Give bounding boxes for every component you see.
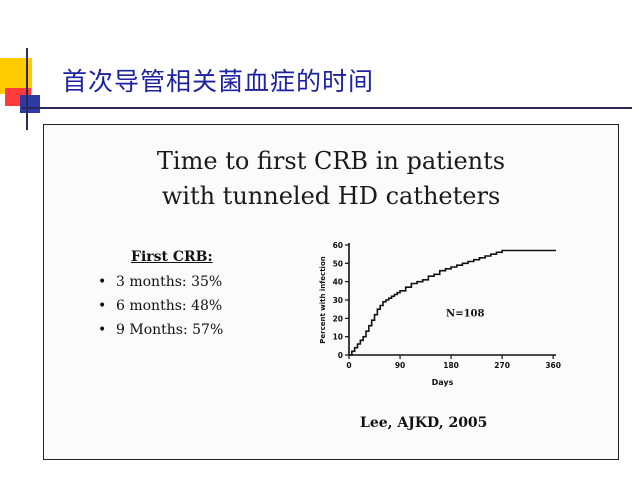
chart-series bbox=[348, 249, 557, 356]
x-axis-label: Days bbox=[432, 378, 454, 387]
series-line bbox=[349, 249, 556, 356]
crb-item: • 6 months: 48% bbox=[98, 298, 223, 314]
crb-item-text: 6 months: 48% bbox=[116, 298, 223, 314]
y-tick-label: 20 bbox=[333, 314, 343, 323]
y-tick-label: 0 bbox=[338, 351, 343, 360]
x-tick-label: 360 bbox=[545, 361, 561, 370]
decor-blue-square bbox=[20, 95, 40, 113]
crb-item-text: 9 Months: 57% bbox=[116, 322, 224, 338]
citation: Lee, AJKD, 2005 bbox=[360, 415, 488, 431]
crb-item-text: 3 months: 35% bbox=[116, 274, 223, 290]
figure-panel: Time to first CRB in patients with tunne… bbox=[43, 124, 619, 460]
decor-vertical-line bbox=[26, 48, 28, 130]
y-tick-label: 40 bbox=[333, 278, 343, 287]
y-tick-label: 60 bbox=[333, 241, 343, 250]
chart-ticks: 0 10 20 30 40 50 60 0 90 180 270 360 bbox=[333, 241, 561, 370]
x-tick-label: 270 bbox=[494, 361, 510, 370]
figure-title-line2: with tunneled HD catheters bbox=[161, 182, 501, 210]
crb-item: • 3 months: 35% bbox=[98, 274, 223, 290]
infection-chart: 0 10 20 30 40 50 60 0 90 180 270 360 Days Percent w… bbox=[319, 241, 561, 387]
slide-title: 首次导管相关菌血症的时间 bbox=[62, 67, 375, 96]
crb-item: • 9 Months: 57% bbox=[98, 322, 224, 338]
sample-size-annotation: N=108 bbox=[446, 309, 484, 320]
chart-axes bbox=[348, 243, 556, 356]
y-tick-label: 10 bbox=[333, 333, 343, 342]
y-axis-label: Percent with infection bbox=[319, 256, 327, 344]
x-tick-label: 180 bbox=[443, 361, 459, 370]
x-tick-label: 90 bbox=[395, 361, 405, 370]
crb-heading: First CRB: bbox=[131, 249, 213, 265]
x-tick-label: 0 bbox=[346, 361, 351, 370]
y-tick-label: 50 bbox=[333, 259, 343, 268]
crb-list: • 3 months: 35% • 6 months: 48% • 9 Months:… bbox=[98, 274, 223, 346]
y-tick-label: 30 bbox=[333, 296, 343, 305]
decor-horizontal-line bbox=[22, 107, 632, 109]
figure-title-line1: Time to first CRB in patients bbox=[156, 147, 506, 175]
